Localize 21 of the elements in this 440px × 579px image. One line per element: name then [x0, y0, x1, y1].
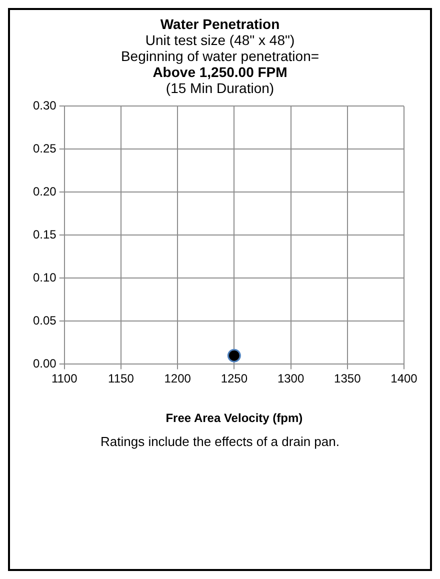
x-tick-label: 1300: [277, 372, 304, 386]
x-axis-title: Free Area Velocity (fpm): [166, 411, 303, 426]
x-tick-label: 1400: [390, 372, 418, 386]
x-tick-label: 1150: [108, 372, 134, 386]
text: Beginning of water penetration=: [120, 48, 320, 64]
x-tick-label: 1250: [220, 372, 248, 386]
y-tick-label: 0.15: [32, 228, 57, 242]
y-tick-label: 0.20: [32, 184, 57, 199]
text: Above 1,250.00 FPM: [152, 64, 288, 80]
y-tick-label: 0.00: [32, 356, 57, 371]
x-tick-label: 1100: [51, 372, 78, 386]
y-tick-label: 0.25: [32, 142, 57, 156]
text: Ratings include the effects of a drain pan.: [100, 434, 340, 449]
y-tick-label: 0.10: [32, 270, 57, 285]
chart-subtitle: Unit test size (48" x 48"): [144, 32, 296, 48]
x-tick-label: 1350: [334, 372, 362, 386]
text: (15 Min Duration): [164, 80, 276, 96]
y-tick-label: 0.30: [32, 98, 57, 113]
x-tick-label: 1200: [164, 372, 192, 386]
y-tick-label: 0.05: [32, 314, 57, 328]
chart-title: Water Penetration: [159, 16, 281, 32]
